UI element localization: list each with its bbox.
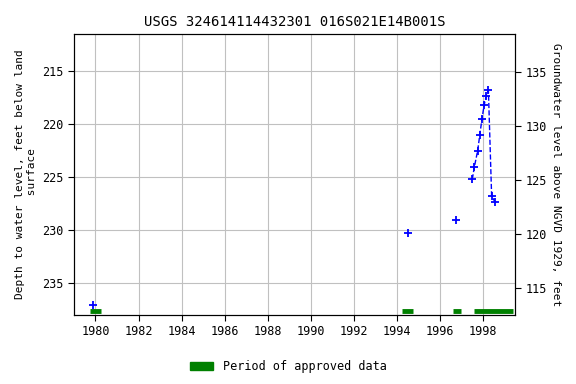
Y-axis label: Depth to water level, feet below land
 surface: Depth to water level, feet below land su…	[15, 50, 37, 300]
Title: USGS 324614114432301 016S021E14B001S: USGS 324614114432301 016S021E14B001S	[144, 15, 445, 29]
Y-axis label: Groundwater level above NGVD 1929, feet: Groundwater level above NGVD 1929, feet	[551, 43, 561, 306]
Legend: Period of approved data: Period of approved data	[185, 356, 391, 378]
